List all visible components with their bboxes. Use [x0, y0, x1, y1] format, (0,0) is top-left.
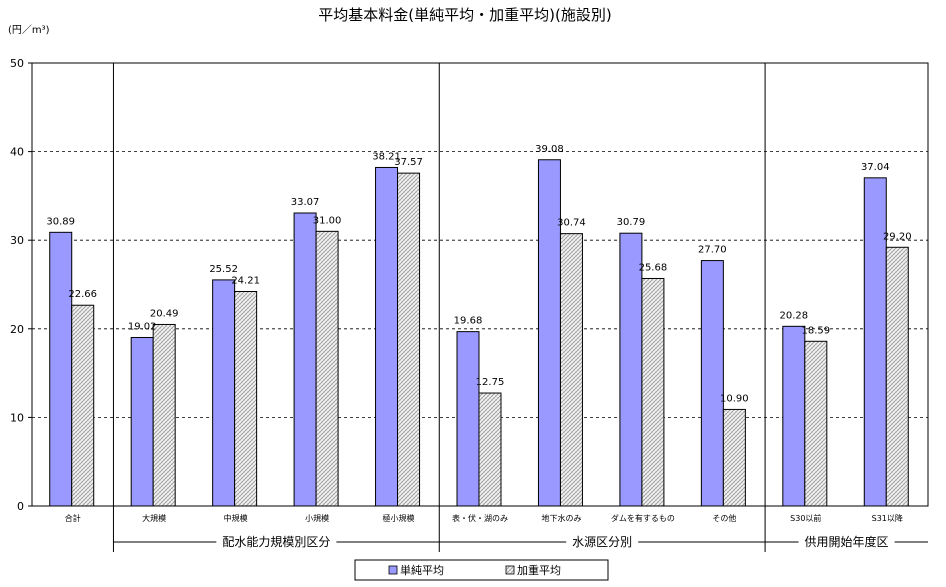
x-axis-category-labels: 合計 大規模 中規模 小規模 極小規模 表・伏・湖のみ 地下水のみ ダムを有するもの その他 S3…: [65, 513, 903, 523]
value-label-weighted-average: 25.68: [639, 262, 668, 273]
bar-simple-average: [537, 159, 561, 507]
bar-simple-average: [700, 260, 724, 507]
value-label-weighted-average: 20.49: [150, 308, 179, 319]
y-tick-label: 40: [10, 146, 24, 159]
category-label: 極小規模: [383, 513, 415, 523]
category-label: S31以降: [872, 513, 903, 523]
value-label-simple-average: 20.28: [779, 310, 808, 321]
category-label: 表・伏・湖のみ: [452, 513, 508, 523]
value-label-simple-average: 25.52: [209, 264, 238, 275]
bar-weighted-average: [885, 246, 909, 507]
bar-weighted-average: [397, 172, 421, 507]
category-label: S30以前: [790, 513, 821, 523]
y-tick-label: 0: [17, 500, 24, 513]
bars: [49, 159, 909, 507]
y-tick-label: 50: [10, 57, 24, 70]
bar-simple-average: [293, 212, 317, 507]
group-labels: 配水能力規模別区分 水源区分別 供用開始年度区: [113, 534, 928, 549]
legend-swatch-weighted-average: [505, 565, 515, 575]
bar-weighted-average: [722, 408, 746, 507]
y-tick-label: 30: [10, 234, 24, 247]
category-label: 合計: [65, 513, 81, 523]
legend: 単純平均 加重平均: [354, 559, 609, 581]
value-label-weighted-average: 37.57: [394, 157, 423, 168]
value-label-simple-average: 33.07: [291, 197, 320, 208]
value-label-simple-average: 30.89: [46, 216, 75, 227]
bar-simple-average: [782, 325, 806, 507]
value-label-simple-average: 37.04: [861, 162, 890, 173]
bar-weighted-average: [71, 304, 95, 507]
bar-simple-average: [212, 279, 236, 507]
bar-weighted-average: [804, 340, 828, 507]
category-label: 大規模: [142, 513, 166, 523]
value-label-weighted-average: 22.66: [68, 289, 97, 300]
chart-title: 平均基本料金(単純平均・加重平均)(施設別): [318, 6, 611, 24]
y-tick-label: 20: [10, 323, 24, 336]
legend-box: [354, 559, 609, 581]
value-label-simple-average: 19.02: [128, 321, 157, 332]
bar-simple-average: [619, 232, 643, 507]
bar-simple-average: [375, 166, 399, 507]
category-label: 中規模: [224, 513, 248, 523]
category-label: その他: [712, 513, 736, 523]
value-label-simple-average: 39.08: [535, 144, 564, 155]
legend-label-weighted-average: 加重平均: [517, 563, 561, 577]
gridlines: [32, 151, 928, 418]
bar-weighted-average: [641, 277, 665, 507]
bar-weighted-average: [315, 230, 339, 507]
value-label-simple-average: 19.68: [454, 316, 483, 327]
value-label-weighted-average: 12.75: [476, 377, 505, 388]
value-label-weighted-average: 24.21: [231, 275, 260, 286]
value-label-weighted-average: 29.20: [883, 231, 912, 242]
value-label-simple-average: 27.70: [698, 245, 727, 256]
value-label-weighted-average: 31.00: [313, 215, 342, 226]
value-label-weighted-average: 10.90: [720, 393, 749, 404]
bar-weighted-average: [152, 323, 176, 507]
bar-simple-average: [49, 231, 73, 507]
bar-weighted-average: [234, 290, 258, 507]
y-tick-label: 10: [10, 411, 24, 424]
bar-simple-average: [456, 331, 480, 507]
value-label-weighted-average: 18.59: [801, 325, 830, 336]
value-label-weighted-average: 30.74: [557, 218, 586, 229]
legend-label-simple-average: 単純平均: [400, 563, 444, 577]
group-label: 水源区分別: [572, 535, 632, 549]
bar-simple-average: [863, 177, 887, 507]
group-label: 供用開始年度区: [805, 534, 889, 549]
bar-weighted-average: [478, 392, 502, 507]
category-label: 地下水のみ: [541, 513, 581, 523]
legend-swatch-simple-average: [388, 565, 398, 575]
group-separators: [112, 63, 766, 552]
y-axis-ticks: 0 10 20 30 40 50: [10, 57, 32, 513]
group-label: 配水能力規模別区分: [222, 534, 330, 549]
bar-simple-average: [130, 336, 154, 507]
category-label: 小規模: [305, 513, 329, 523]
y-axis-label: (円／m³): [8, 24, 50, 36]
category-label: ダムを有するもの: [611, 513, 675, 523]
bar-weighted-average: [559, 233, 583, 507]
value-label-simple-average: 38.21: [372, 151, 401, 162]
value-label-simple-average: 30.79: [617, 217, 646, 228]
